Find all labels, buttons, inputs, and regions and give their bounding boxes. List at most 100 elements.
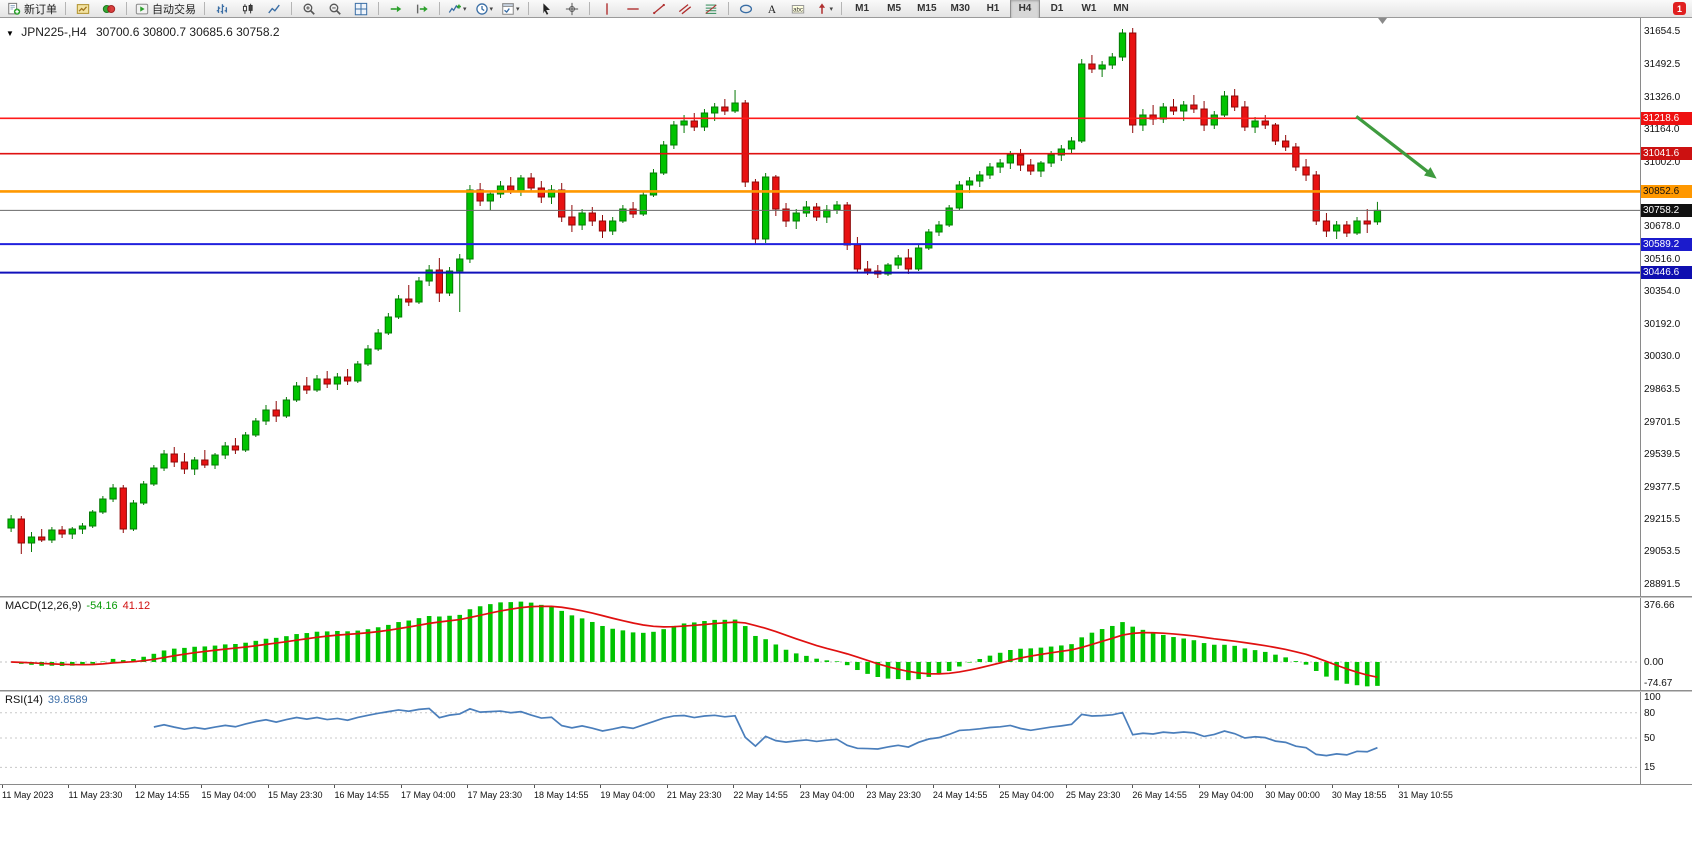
- auto-scroll-icon: [389, 5, 402, 12]
- line-chart-icon: [267, 2, 281, 16]
- timeframe-w1-button[interactable]: W1: [1081, 3, 1097, 14]
- time-tick: [267, 785, 269, 788]
- trendline-icon: [652, 3, 665, 14]
- price-scale[interactable]: 31654.531492.531326.031164.031002.030840…: [1640, 18, 1692, 596]
- rsi-plot[interactable]: [0, 692, 1640, 784]
- vertical-line-button[interactable]: [595, 0, 619, 18]
- trendline-button[interactable]: [647, 0, 671, 18]
- macd-scale[interactable]: 376.66 0.00 -74.67: [1640, 598, 1692, 690]
- zoom-in-icon: [302, 2, 316, 16]
- time-label: 19 May 04:00: [600, 790, 655, 800]
- price-tick-label: 30516.0: [1644, 253, 1681, 265]
- new-order-icon: [7, 2, 21, 15]
- crosshair-button[interactable]: [560, 0, 584, 18]
- cursor-button[interactable]: [534, 0, 558, 18]
- time-label: 25 May 04:00: [999, 790, 1054, 800]
- autotrading-icon: [135, 2, 149, 16]
- price-chart-plot[interactable]: [0, 18, 1640, 596]
- main-chart-panel: 31654.531492.531326.031164.031002.030840…: [0, 18, 1692, 596]
- timeframe-m1-button[interactable]: M1: [855, 3, 870, 14]
- toolbar-separator: [126, 2, 127, 15]
- equidistant-channel-button[interactable]: [673, 0, 697, 18]
- rsi-label: RSI(14) 39.8589: [5, 694, 93, 706]
- price-tick-label: 28891.5: [1644, 578, 1681, 590]
- timeframe-m15-button[interactable]: M15: [917, 3, 937, 14]
- dropdown-arrow-icon: ▾: [516, 5, 520, 13]
- cursor-icon: [542, 2, 550, 15]
- time-tick: [400, 785, 402, 788]
- time-label: 16 May 14:55: [334, 790, 389, 800]
- macd-plot[interactable]: [0, 598, 1640, 690]
- zoom-in-button[interactable]: [297, 0, 321, 18]
- arrow-objects-button[interactable]: ▾: [812, 0, 837, 18]
- line-chart-mode-button[interactable]: [262, 0, 286, 18]
- chart-shift-marker[interactable]: [1378, 18, 1388, 24]
- toolbar-separator: [439, 2, 440, 15]
- auto-scroll-button[interactable]: [384, 0, 408, 18]
- time-tick: [1265, 785, 1267, 788]
- resistance-price-tag[interactable]: 31218.6: [1641, 111, 1692, 125]
- toolbar-separator: [204, 2, 205, 15]
- rsi-panel: 100 80 50 15 RSI(14) 39.8589: [0, 692, 1692, 784]
- time-tick: [1198, 785, 1200, 788]
- trend-arrow-head[interactable]: [1424, 167, 1437, 179]
- macd-panel-splitter[interactable]: [0, 596, 1692, 598]
- templates-button[interactable]: ▾: [498, 0, 523, 18]
- text-button[interactable]: A: [760, 0, 784, 18]
- text-label-icon: abc: [791, 2, 805, 13]
- rsi-name: RSI(14): [5, 694, 43, 706]
- timeframe-h4-button[interactable]: H4: [1009, 0, 1040, 19]
- time-label: 12 May 14:55: [134, 790, 190, 800]
- price-tick-label: 29053.5: [1644, 546, 1681, 558]
- profiles-button[interactable]: [71, 0, 95, 18]
- time-label: 29 May 04:00: [1198, 790, 1254, 800]
- resistance-price-tag[interactable]: 31041.6: [1641, 147, 1692, 161]
- trend-arrow-annotation[interactable]: [1355, 115, 1433, 177]
- chart-shift-button[interactable]: [410, 0, 434, 18]
- timeframe-m30-button[interactable]: M30: [950, 3, 970, 14]
- channel-icon: [678, 2, 692, 16]
- shapes-button[interactable]: [734, 0, 758, 18]
- timeframe-d1-button[interactable]: D1: [1050, 3, 1064, 14]
- zoom-out-icon: [328, 2, 342, 16]
- macd-tick-label: -74.67: [1644, 678, 1673, 689]
- horizontal-line-button[interactable]: [621, 0, 645, 18]
- indicators-button[interactable]: ▾: [445, 0, 470, 18]
- text-label-button[interactable]: abc: [786, 0, 810, 18]
- fibonacci-button[interactable]: [699, 0, 723, 18]
- notification-badge[interactable]: 1: [1673, 2, 1686, 15]
- pivot-price-tag[interactable]: 30852.6: [1641, 184, 1692, 198]
- rsi-tick-label: 100: [1644, 692, 1661, 703]
- periods-button[interactable]: ▾: [472, 0, 497, 18]
- one-click-trading-arrow-icon[interactable]: ▼: [6, 29, 14, 38]
- new-order-button[interactable]: 新订单: [4, 0, 60, 18]
- candle-chart-mode-button[interactable]: [236, 0, 260, 18]
- zoom-out-button[interactable]: [323, 0, 347, 18]
- time-tick: [866, 785, 868, 788]
- support-price-tag[interactable]: 30446.6: [1641, 266, 1692, 280]
- time-tick: [600, 785, 602, 788]
- price-tick-label: 29215.5: [1644, 513, 1681, 525]
- bar-chart-mode-button[interactable]: [210, 0, 234, 18]
- time-tick: [201, 785, 203, 788]
- timeframe-m5-button[interactable]: M5: [887, 3, 902, 14]
- time-label: 15 May 04:00: [201, 790, 257, 800]
- time-tick: [533, 785, 535, 788]
- time-tick: [334, 785, 336, 788]
- rsi-scale[interactable]: 100 80 50 15: [1640, 692, 1692, 784]
- market-watch-button[interactable]: [97, 0, 121, 18]
- time-label: 26 May 14:55: [1132, 790, 1187, 800]
- price-tick-label: 31164.0: [1644, 124, 1680, 136]
- timeframe-mn-button[interactable]: MN: [1113, 3, 1129, 14]
- timeframe-h1-button[interactable]: H1: [986, 3, 1000, 14]
- price-tick-label: 30192.0: [1644, 318, 1681, 330]
- tile-windows-button[interactable]: [349, 0, 373, 18]
- autotrading-button[interactable]: 自动交易: [132, 0, 199, 18]
- rsi-panel-splitter[interactable]: [0, 690, 1692, 692]
- price-tick-label: 29377.5: [1644, 481, 1681, 493]
- support-price-tag[interactable]: 30589.2: [1641, 237, 1692, 251]
- indicators-icon: [448, 2, 462, 16]
- rsi-line: [153, 707, 1378, 757]
- price-tick-label: 30678.0: [1644, 221, 1681, 233]
- time-scale[interactable]: 11 May 2023 11 May 23:30 12 May 14:55 15 Ma…: [0, 784, 1692, 804]
